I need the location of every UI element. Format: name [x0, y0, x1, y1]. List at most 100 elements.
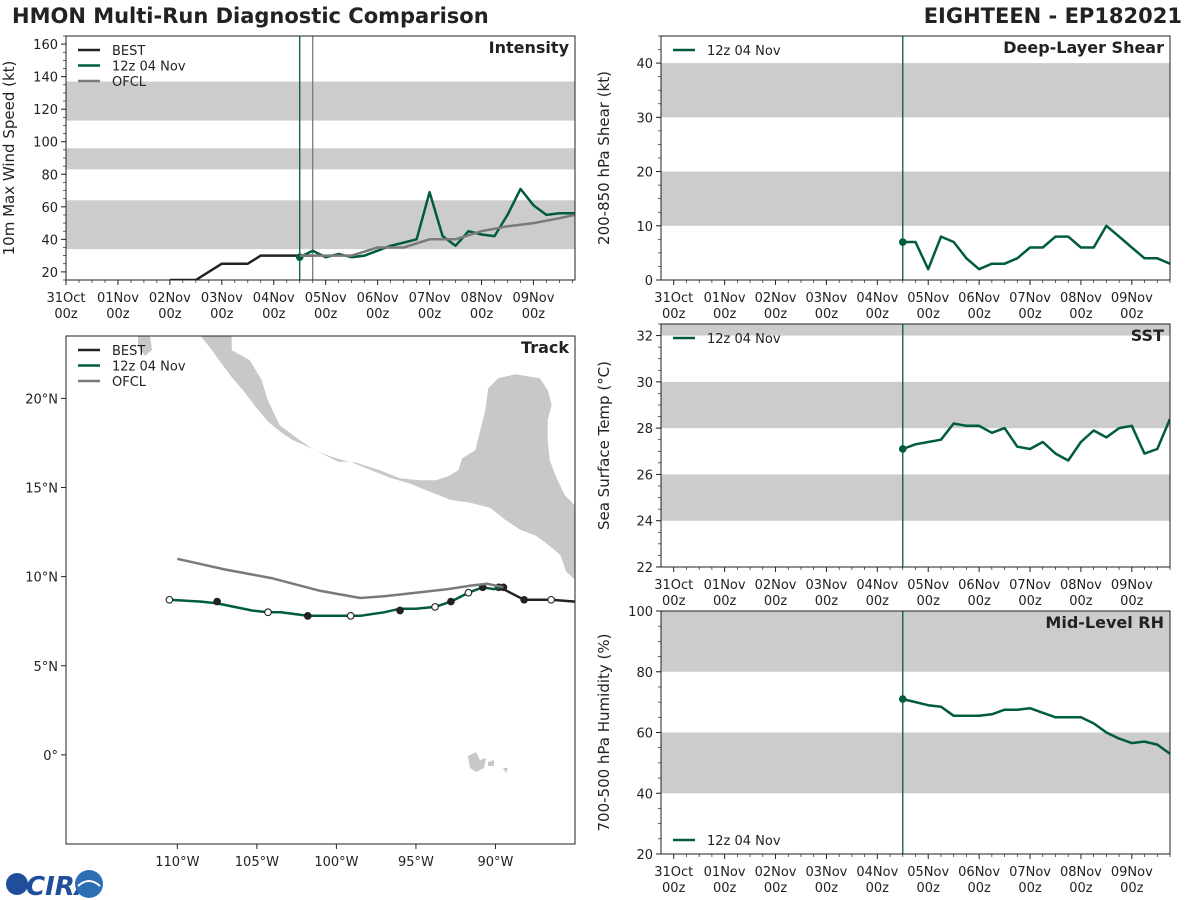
land-galapagos — [468, 752, 508, 773]
rh-xtick-label: 00z — [713, 881, 737, 896]
intensity-xtick-label: 00z — [106, 307, 130, 322]
sst-title: SST — [1131, 326, 1164, 345]
shear-xtick-label: 00z — [1069, 307, 1093, 322]
track-ytick-label: 10°N — [25, 571, 58, 586]
intensity-panel: 2040608010012014016031Oct00z01Nov00z02No… — [0, 35, 576, 322]
track-xtick-label: 100°W — [314, 855, 358, 870]
shear-legend-label: 12z 04 Nov — [707, 44, 781, 59]
track-run-marker-6 — [346, 611, 355, 620]
track-series-ofcl — [177, 557, 504, 600]
intensity-legend-label: OFCL — [112, 75, 147, 90]
intensity-ytick-label: 60 — [41, 201, 58, 216]
track-run-marker-9 — [213, 597, 221, 606]
sst-ytick-label: 32 — [636, 330, 653, 345]
intensity-series-best — [169, 254, 313, 280]
track-land-layer — [138, 336, 575, 773]
logo-wave-icon — [77, 880, 101, 887]
track-run-marker-5 — [396, 606, 404, 615]
rh-ytick-label: 20 — [636, 848, 653, 863]
intensity-xtick-label: 00z — [314, 307, 338, 322]
track-panel: 0° 5°N 10°N 15°N 20°N 110°W 105°W 100°W 95°W 90°W… — [25, 335, 576, 870]
rh-ylabel: 700-500 hPa Humidity (%) — [595, 633, 613, 831]
sst-ytick-label: 24 — [636, 515, 653, 530]
track-ytick-label: 5°N — [34, 660, 59, 675]
intensity-xtick-label: 00z — [418, 307, 442, 322]
intensity-xtick-label: 00z — [158, 307, 182, 322]
shear-xtick-label: 00z — [1018, 307, 1042, 322]
rh-xtick-label: 09Nov — [1111, 865, 1153, 880]
track-ytick-label: 15°N — [25, 482, 58, 497]
track-run-marker-3 — [447, 597, 455, 606]
rh-xtick-label: 06Nov — [958, 865, 1000, 880]
shear-xtick-label: 00z — [713, 307, 737, 322]
intensity-xtick-label: 07Nov — [409, 291, 451, 306]
shear-xtick-label: 00z — [662, 307, 686, 322]
land-baja — [138, 336, 152, 356]
intensity-ytick-label: 20 — [41, 266, 58, 281]
intensity-band-2 — [66, 81, 575, 121]
sst-legend-label: 12z 04 Nov — [707, 332, 781, 347]
rh-xtick-label: 02Nov — [755, 865, 797, 880]
rh-xtick-label: 00z — [967, 881, 991, 896]
shear-xtick-label: 06Nov — [958, 291, 1000, 306]
sst-xtick-label: 06Nov — [958, 578, 1000, 593]
sst-panel: 22242628303231Oct00z01Nov00z02Nov00z03No… — [595, 323, 1171, 609]
rh-xtick-label: 00z — [866, 881, 890, 896]
intensity-ylabel: 10m Max Wind Speed (kt) — [0, 61, 18, 256]
shear-xtick-label: 02Nov — [755, 291, 797, 306]
intensity-xtick-label: 00z — [366, 307, 390, 322]
shear-ylabel: 200-850 hPa Shear (kt) — [595, 71, 613, 245]
logo-globe-right — [75, 870, 103, 898]
sst-start-marker — [898, 445, 907, 453]
intensity-xtick-label: 00z — [210, 307, 234, 322]
intensity-ytick-label: 40 — [41, 233, 58, 248]
intensity-legend-label: 12z 04 Nov — [112, 60, 186, 75]
sst-ylabel: Sea Surface Temp (°C) — [595, 361, 613, 530]
sst-xtick-label: 00z — [713, 594, 737, 609]
shear-start-marker — [898, 238, 907, 246]
sst-band-1 — [661, 381, 1170, 429]
rh-xtick-label: 07Nov — [1009, 865, 1051, 880]
track-run-marker-10 — [165, 595, 174, 604]
sst-xtick-label: 05Nov — [907, 578, 949, 593]
shear-xtick-label: 05Nov — [907, 291, 949, 306]
shear-xtick-label: 31Oct — [654, 291, 693, 306]
rh-legend-label: 12z 04 Nov — [707, 834, 781, 849]
sst-ytick-label: 28 — [636, 422, 653, 437]
shear-title: Deep-Layer Shear — [1003, 38, 1164, 57]
shear-xtick-label: 01Nov — [704, 291, 746, 306]
shear-xtick-label: 00z — [917, 307, 941, 322]
intensity-ytick-label: 120 — [33, 103, 58, 118]
rh-xtick-label: 01Nov — [704, 865, 746, 880]
rh-xtick-label: 00z — [1069, 881, 1093, 896]
intensity-xtick-label: 02Nov — [149, 291, 191, 306]
rh-xtick-label: 08Nov — [1060, 865, 1102, 880]
sst-xtick-label: 07Nov — [1009, 578, 1051, 593]
rh-xtick-label: 05Nov — [907, 865, 949, 880]
shear-band-1 — [661, 63, 1170, 118]
shear-xtick-label: 09Nov — [1111, 291, 1153, 306]
intensity-xtick-label: 06Nov — [357, 291, 399, 306]
rh-xtick-label: 00z — [662, 881, 686, 896]
intensity-xtick-label: 31Oct — [46, 291, 85, 306]
intensity-xtick-label: 00z — [262, 307, 286, 322]
rh-panel: 2040608010031Oct00z01Nov00z02Nov00z03Nov… — [595, 605, 1171, 896]
cira-logo: CIRA — [6, 870, 103, 900]
intensity-xtick-label: 00z — [54, 307, 78, 322]
shear-xtick-label: 07Nov — [1009, 291, 1051, 306]
intensity-xtick-label: 00z — [470, 307, 494, 322]
sst-xtick-label: 03Nov — [805, 578, 847, 593]
sst-xtick-label: 02Nov — [755, 578, 797, 593]
track-best-marker-1 — [520, 595, 528, 604]
rh-ytick-label: 60 — [636, 727, 653, 742]
shear-ytick-label: 10 — [636, 220, 653, 235]
sst-xtick-label: 00z — [1018, 594, 1042, 609]
intensity-title: Intensity — [489, 38, 570, 57]
intensity-xtick-label: 03Nov — [201, 291, 243, 306]
rh-ytick-label: 40 — [636, 787, 653, 802]
sst-xtick-label: 00z — [917, 594, 941, 609]
shear-xtick-label: 00z — [1120, 307, 1144, 322]
intensity-xtick-label: 05Nov — [305, 291, 347, 306]
intensity-xtick-label: 01Nov — [97, 291, 139, 306]
shear-xtick-label: 00z — [866, 307, 890, 322]
